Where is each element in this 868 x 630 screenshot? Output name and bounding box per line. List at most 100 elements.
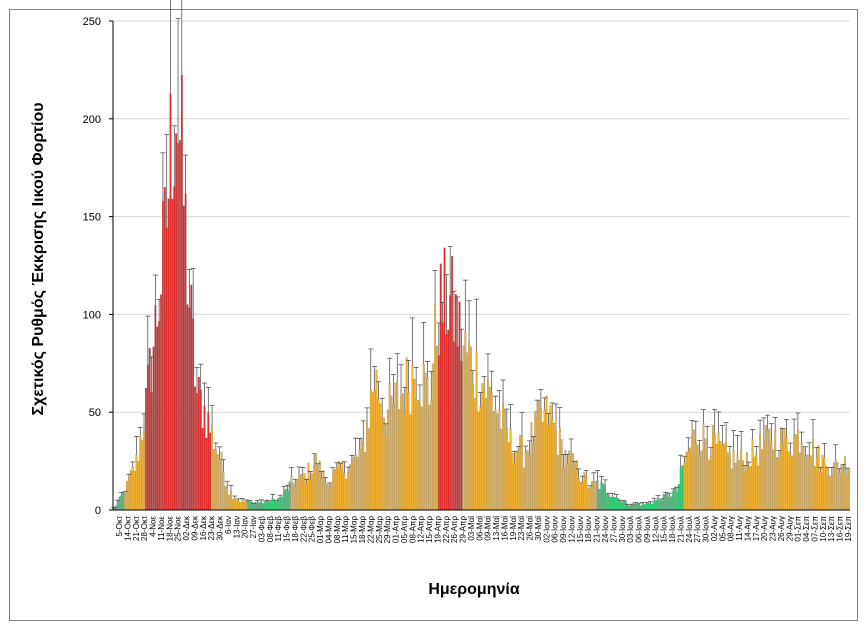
x-tick-label: 4-Νοε — [149, 516, 158, 537]
bar — [218, 458, 221, 511]
bar — [532, 443, 535, 511]
bar — [581, 481, 584, 511]
bar — [197, 376, 200, 511]
bar — [271, 498, 274, 511]
bar — [757, 465, 760, 511]
bar — [396, 381, 399, 511]
bar — [759, 434, 761, 511]
bar — [513, 462, 516, 511]
bar — [163, 187, 166, 511]
bar — [436, 346, 438, 511]
x-tick-label: 23-Δεκ — [207, 515, 216, 540]
chart-frame — [9, 9, 858, 621]
bar — [825, 465, 828, 511]
bar — [490, 393, 493, 511]
bar — [284, 488, 287, 511]
bar — [239, 502, 242, 511]
bar — [488, 387, 491, 511]
y-tick-label: 150 — [83, 212, 101, 224]
bar — [428, 404, 431, 511]
bar — [154, 305, 157, 511]
x-tick-label: 04-Μαρ — [324, 516, 333, 544]
bar — [437, 355, 440, 511]
bar-series — [112, 75, 850, 511]
bar — [795, 434, 797, 511]
bar — [477, 411, 480, 511]
bar — [369, 389, 372, 511]
x-tick-label: 12-Απρ — [417, 516, 426, 543]
bar — [243, 501, 246, 511]
bar — [345, 479, 348, 511]
bar — [415, 399, 418, 511]
bar — [621, 501, 624, 511]
bar — [419, 403, 421, 511]
bar — [496, 413, 499, 511]
bar — [683, 462, 686, 511]
bar — [585, 477, 588, 511]
bar — [657, 498, 659, 511]
x-tick-label: 22-Μαρ — [366, 516, 375, 544]
bar — [126, 480, 128, 511]
bar — [466, 352, 469, 511]
bar — [318, 460, 321, 511]
bar — [762, 440, 765, 511]
x-tick-label: 22-Φεβ — [299, 516, 308, 543]
bar — [481, 383, 484, 511]
x-tick-label: 27-Ιουν — [609, 516, 618, 543]
x-tick-label: 10-Σεπ — [819, 516, 828, 542]
bar — [802, 446, 805, 511]
x-tick-label: 13-Μαϊ — [492, 516, 501, 541]
bar — [131, 466, 134, 511]
bar — [556, 455, 559, 511]
bar — [747, 467, 750, 511]
x-tick-label: 26-Αυγ — [777, 516, 786, 541]
bar — [388, 383, 391, 511]
bar — [555, 431, 557, 511]
bar — [143, 431, 145, 511]
bar — [725, 441, 727, 511]
bar — [524, 452, 527, 511]
bar — [417, 399, 419, 511]
bar — [808, 459, 811, 511]
bar — [829, 475, 831, 511]
bar — [507, 442, 510, 511]
x-tick-label: 27-Ιουλ — [693, 516, 702, 543]
bar — [226, 487, 229, 511]
bar — [660, 501, 663, 511]
y-tick-label: 100 — [83, 309, 101, 321]
bar — [702, 422, 705, 511]
bar — [288, 481, 291, 511]
bar — [281, 496, 283, 511]
bar — [292, 482, 295, 511]
bar — [806, 454, 809, 511]
x-tick-label: 20-Ιαν — [241, 516, 250, 538]
bar — [377, 398, 380, 511]
x-tick-label: 14-Οκτ — [123, 515, 132, 541]
bar — [526, 449, 529, 511]
bar — [275, 502, 278, 511]
x-tick-label: 23-Μαϊ — [517, 516, 526, 541]
bar — [201, 428, 204, 511]
bar — [619, 502, 622, 511]
bar — [698, 454, 701, 511]
bar — [354, 454, 357, 511]
bar — [330, 482, 333, 511]
bar — [311, 473, 314, 511]
bar — [364, 452, 367, 511]
bar — [146, 364, 149, 511]
bar — [422, 363, 425, 511]
bar — [386, 409, 389, 511]
bar — [602, 483, 605, 511]
bar — [711, 425, 714, 511]
bar — [715, 443, 718, 511]
bar — [626, 505, 629, 511]
x-tick-label: 18-Φεβ — [291, 516, 300, 543]
bar — [662, 494, 665, 511]
bar — [483, 388, 486, 511]
x-tick-label: 6-Ιαν — [224, 516, 233, 534]
bar — [608, 495, 610, 511]
bar — [203, 405, 206, 511]
bar — [224, 485, 227, 511]
x-tick-label: 11-Μαρ — [341, 516, 350, 543]
x-tick-label: 25-Φεβ — [308, 516, 317, 543]
